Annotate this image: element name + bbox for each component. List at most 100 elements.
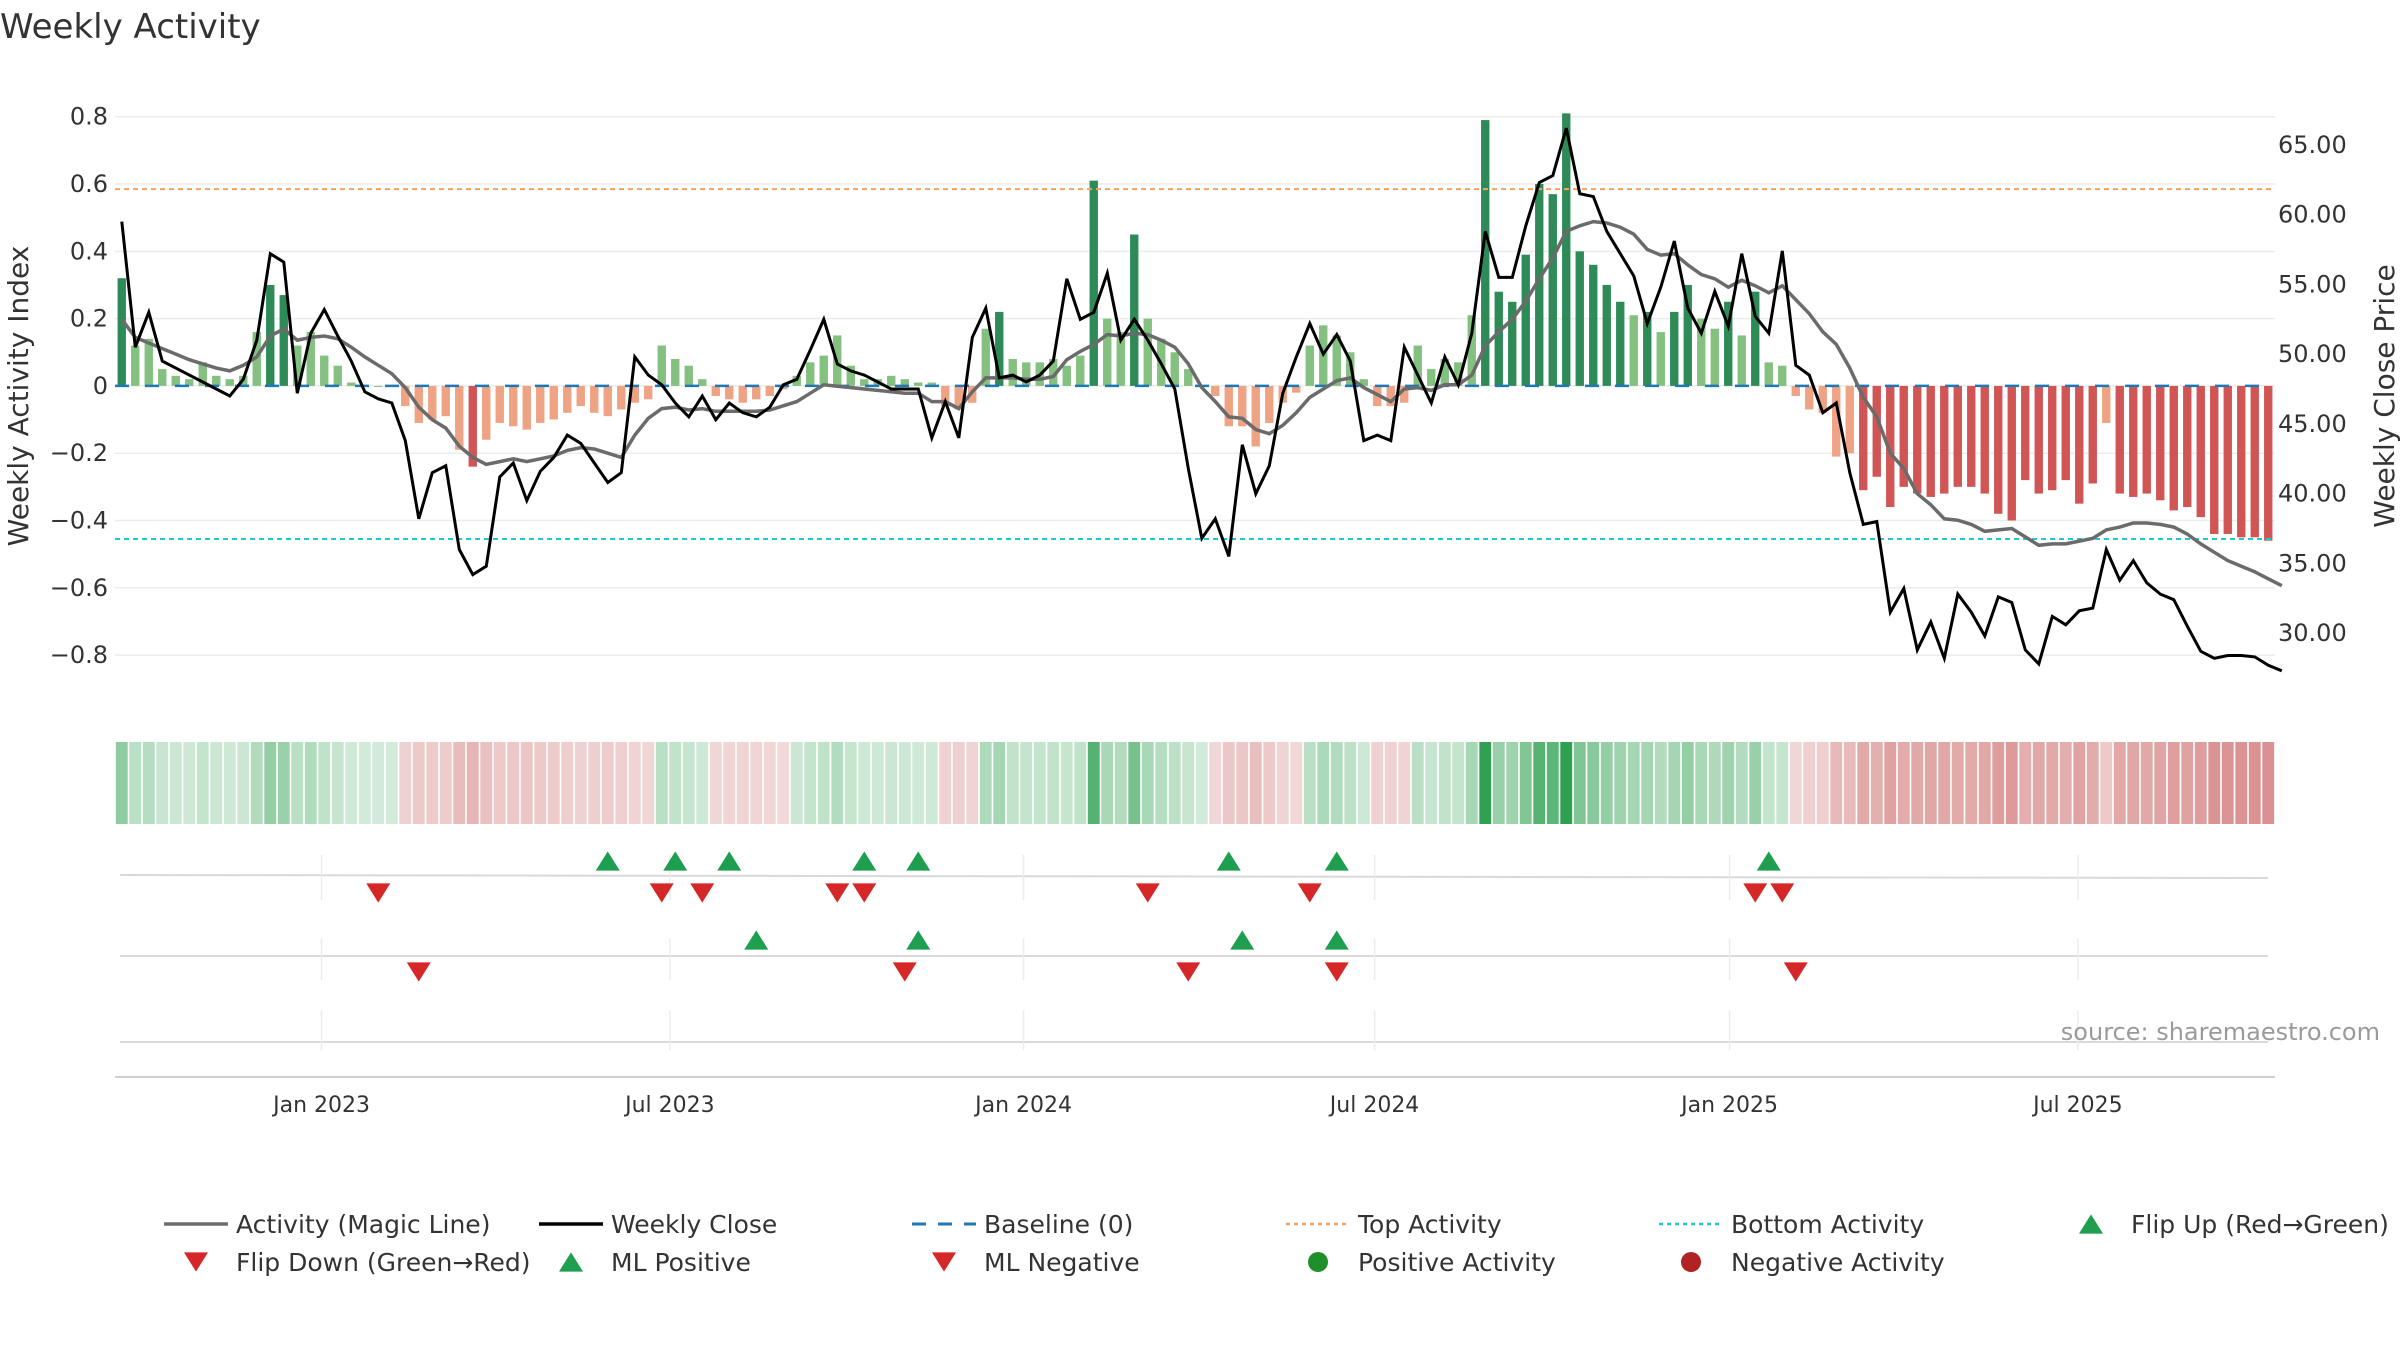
heat-cell xyxy=(682,742,695,824)
activity-bar xyxy=(509,385,518,427)
activity-bar xyxy=(1211,385,1220,396)
flip-up-marker xyxy=(906,851,931,871)
heat-cell xyxy=(1317,742,1330,824)
heat-cell xyxy=(1492,742,1505,824)
heat-cell xyxy=(1803,742,1816,824)
heat-cell xyxy=(1749,742,1762,824)
heat-cell xyxy=(1263,742,1276,824)
heat-cell xyxy=(1560,742,1573,824)
activity-bar xyxy=(995,311,1004,386)
legend: Activity (Magic Line) Weekly Close Baselin… xyxy=(164,1210,2389,1277)
flip-up-marker xyxy=(1216,851,1241,871)
heat-cell xyxy=(2154,742,2167,824)
activity-bar xyxy=(1359,379,1368,386)
activity-bar xyxy=(1913,385,1922,494)
x-tick-label: Jul 2023 xyxy=(623,1093,715,1118)
heat-cell xyxy=(1141,742,1154,824)
x-tick-label: Jul 2024 xyxy=(1328,1093,1420,1118)
activity-bar xyxy=(1427,369,1436,386)
activity-bar xyxy=(887,375,896,386)
legend-item: Flip Down (Green→Red) xyxy=(184,1248,531,1277)
heat-cell xyxy=(1438,742,1451,824)
activity-bar xyxy=(1980,385,1989,494)
heat-cell xyxy=(2086,742,2099,824)
heat-cell xyxy=(858,742,871,824)
heat-cell xyxy=(169,742,182,824)
activity-bar xyxy=(684,365,693,386)
heat-cell xyxy=(2019,742,2032,824)
activity-bar xyxy=(1184,369,1193,386)
heat-cell xyxy=(1816,742,1829,824)
activity-bar xyxy=(1953,385,1962,487)
price-lines xyxy=(120,127,2283,673)
activity-bar xyxy=(1292,385,1301,393)
heat-cell xyxy=(939,742,952,824)
activity-bar xyxy=(2142,385,2151,494)
activity-bar xyxy=(927,382,936,386)
activity-bar xyxy=(185,379,194,386)
heat-cell xyxy=(1992,742,2005,824)
activity-bar xyxy=(1616,301,1625,386)
heat-cell xyxy=(156,742,169,824)
heat-cell xyxy=(1114,742,1127,824)
legend-swatch xyxy=(1308,1252,1328,1272)
heat-cell xyxy=(1830,742,1843,824)
activity-bar xyxy=(1103,318,1112,386)
heat-cell xyxy=(1357,742,1370,824)
activity-bar xyxy=(2115,385,2124,494)
flip-up-marker xyxy=(717,851,742,871)
activity-bar xyxy=(1886,385,1895,508)
legend-label: ML Positive xyxy=(611,1248,751,1277)
activity-bar xyxy=(941,385,950,407)
heat-cell xyxy=(2127,742,2140,824)
heat-cell xyxy=(2167,742,2180,824)
x-tick-label: Jan 2023 xyxy=(271,1093,370,1118)
activity-bar xyxy=(144,338,153,386)
right-tick-label: 40.00 xyxy=(2278,480,2347,508)
activity-bar xyxy=(1994,385,2003,514)
activity-bar xyxy=(2021,385,2030,481)
activity-bar xyxy=(1697,318,1706,386)
heat-strip xyxy=(115,742,2275,824)
activity-bar xyxy=(1764,362,1773,386)
left-tick-label: −0.2 xyxy=(50,439,108,467)
legend-item: Baseline (0) xyxy=(912,1210,1133,1239)
heat-cell xyxy=(2032,742,2045,824)
x-tick-label: Jul 2025 xyxy=(2031,1093,2123,1118)
heat-cell xyxy=(1843,742,1856,824)
activity-bar xyxy=(1022,362,1031,386)
activity-bar xyxy=(2102,385,2111,423)
heat-cell xyxy=(817,742,830,824)
heat-cell xyxy=(790,742,803,824)
activity-bar xyxy=(860,379,869,386)
right-axis-label: Weekly Close Price xyxy=(2368,264,2400,527)
heat-cell xyxy=(1978,742,1991,824)
heat-cell xyxy=(277,742,290,824)
activity-bar xyxy=(1845,385,1854,454)
heat-cell xyxy=(1384,742,1397,824)
magic-line xyxy=(120,219,2283,588)
activity-bar xyxy=(1940,385,1949,494)
reference-lines xyxy=(115,188,2275,540)
activity-bar xyxy=(482,385,491,440)
left-tick-label: −0.6 xyxy=(50,574,108,602)
heat-cell xyxy=(1519,742,1532,824)
heat-cell xyxy=(1789,742,1802,824)
activity-bar xyxy=(374,385,383,387)
activity-bar xyxy=(320,355,329,386)
activity-bar xyxy=(1967,385,1976,487)
activity-bar xyxy=(819,355,828,386)
heat-cell xyxy=(709,742,722,824)
ml-positive-marker xyxy=(1324,930,1349,950)
activity-bar xyxy=(1494,291,1503,386)
heat-cell xyxy=(331,742,344,824)
heat-cell xyxy=(1735,742,1748,824)
activity-bar xyxy=(1778,365,1787,386)
heat-cell xyxy=(1938,742,1951,824)
flip-down-marker xyxy=(690,883,715,903)
heat-cell xyxy=(1965,742,1978,824)
activity-bar xyxy=(1454,362,1463,386)
activity-bar xyxy=(1670,311,1679,386)
left-tick-label: 0.8 xyxy=(70,103,108,131)
